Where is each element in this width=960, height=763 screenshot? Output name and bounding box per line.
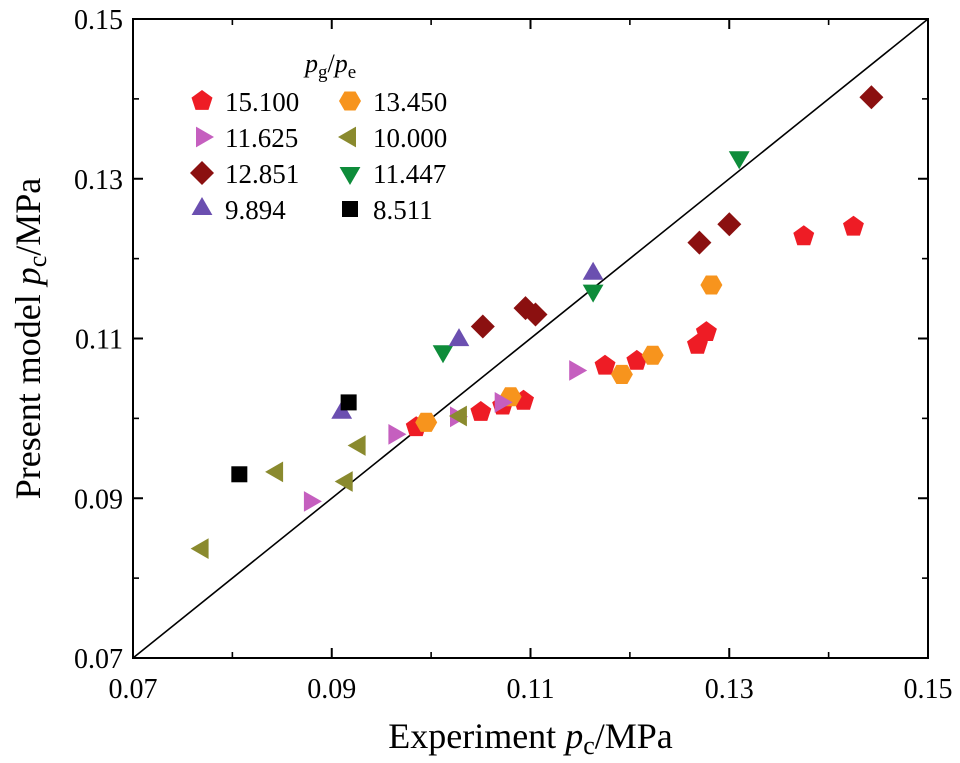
data-point <box>494 392 513 413</box>
legend-entry-12-851: 12.851 <box>190 159 299 189</box>
legend-label: 15.100 <box>225 87 299 117</box>
legend-entry-15-100: 15.100 <box>191 87 299 117</box>
data-point <box>448 328 470 347</box>
series-8-511 <box>231 394 357 483</box>
data-point <box>470 401 492 421</box>
data-point <box>231 466 248 483</box>
legend-label: 10.000 <box>373 123 447 153</box>
data-point <box>843 215 864 236</box>
legend-title: pg/pe <box>303 49 356 83</box>
data-point <box>695 321 717 341</box>
data-point <box>700 275 723 295</box>
series-11-447 <box>432 151 750 364</box>
legend-label: 11.625 <box>225 123 298 153</box>
legend-marker <box>338 126 356 148</box>
data-point <box>523 302 548 327</box>
y-axis-title: Present model pc/MPa <box>8 178 52 500</box>
data-point <box>432 345 454 364</box>
data-point <box>859 85 884 110</box>
series-10-000 <box>190 405 467 559</box>
data-point <box>582 284 604 303</box>
legend-marker <box>191 197 213 215</box>
data-point <box>340 394 357 411</box>
reference-line-y-equals-x <box>132 18 929 659</box>
axis-titles: Experiment pc/MPa Present model pc/MPa <box>8 178 673 760</box>
data-point <box>610 364 633 384</box>
axis-ticks: 0.07 0.09 0.11 0.13 0.15 0.07 0.09 0.11 0.13 0.15 <box>74 5 953 705</box>
legend-entry-8-511: 8.511 <box>342 195 433 225</box>
legend-entry-10-000: 10.000 <box>338 123 447 153</box>
data-point <box>569 360 588 381</box>
data-point <box>265 461 284 483</box>
data-point <box>388 424 407 445</box>
data-point <box>470 314 495 339</box>
legend-marker <box>339 91 361 111</box>
data-points <box>190 85 884 559</box>
legend-marker <box>191 90 213 110</box>
y-tick-label: 0.07 <box>74 644 123 675</box>
y-tick-label: 0.13 <box>74 165 123 196</box>
y-tick-label: 0.09 <box>74 484 123 515</box>
data-point <box>793 225 815 246</box>
data-point <box>641 345 664 365</box>
y-tick-label: 0.15 <box>74 5 123 36</box>
series-9-894 <box>331 261 604 419</box>
legend-entry-13-450: 13.450 <box>339 87 447 117</box>
data-point <box>334 471 353 492</box>
data-point <box>687 230 712 255</box>
legend-entry-9-894: 9.894 <box>191 195 286 225</box>
series-13-450 <box>415 275 723 432</box>
legend-label: 12.851 <box>225 159 299 189</box>
legend-label: 8.511 <box>373 195 433 225</box>
legend-entry-11-447: 11.447 <box>339 159 446 189</box>
x-tick-label: 0.07 <box>109 674 158 705</box>
data-point <box>594 354 616 375</box>
legend-marker <box>342 201 358 217</box>
legend-entry-11-625: 11.625 <box>196 123 298 153</box>
data-point <box>347 435 366 456</box>
data-point <box>728 151 750 170</box>
legend-marker <box>196 126 214 148</box>
x-tick-label: 0.15 <box>904 674 953 705</box>
legend-label: 13.450 <box>373 87 447 117</box>
x-axis-title: Experiment pc/MPa <box>388 716 673 760</box>
data-point <box>717 212 742 237</box>
x-tick-label: 0.13 <box>705 674 754 705</box>
data-point <box>448 405 467 427</box>
legend-marker <box>339 167 361 185</box>
series-15-100 <box>405 215 864 437</box>
x-tick-label: 0.09 <box>307 674 356 705</box>
data-point <box>582 261 604 280</box>
series-11-625 <box>303 360 588 512</box>
x-tick-label: 0.11 <box>507 674 555 705</box>
legend-label: 11.447 <box>373 159 446 189</box>
legend-label: 9.894 <box>225 195 286 225</box>
legend-marker <box>190 161 214 185</box>
data-point <box>303 491 322 512</box>
data-point <box>190 538 209 559</box>
y-tick-label: 0.11 <box>75 325 123 356</box>
reference-line-layer <box>132 18 929 659</box>
series-12-851 <box>470 85 884 339</box>
data-point <box>415 412 438 432</box>
